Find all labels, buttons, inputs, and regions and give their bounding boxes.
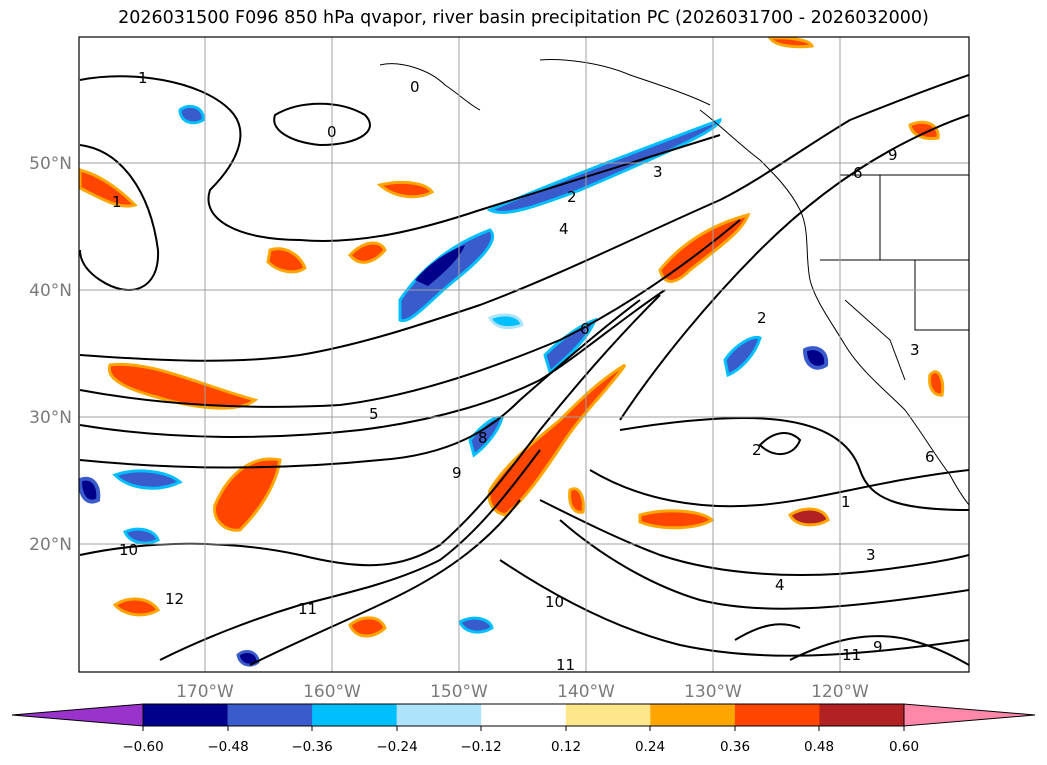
colorbar-tick-label: −0.36 (291, 739, 332, 755)
contour-label: 9 (452, 464, 462, 482)
lon-label-120w: 120°W (811, 682, 869, 702)
coastlines (379, 59, 969, 506)
lat-label-30n: 30°N (29, 408, 72, 428)
contour-label: 6 (580, 320, 590, 338)
contour-labels: 1 0 0 3 2 4 6 6 9 2 1 5 8 9 2 1 3 4 10 1… (112, 69, 935, 674)
colorbar-segment (481, 704, 567, 726)
colorbar-tick-label: 0.12 (551, 739, 581, 755)
contour-label: 11 (842, 646, 861, 664)
contour-label: 6 (853, 164, 863, 182)
graticule (79, 37, 969, 672)
contour-label: 0 (410, 78, 420, 96)
contour-label: 4 (559, 220, 569, 238)
colorbar-segment (650, 704, 736, 726)
colorbar-segment (734, 704, 820, 726)
colorbar-tick-label: 0.48 (804, 739, 834, 755)
contour-label: 0 (327, 123, 337, 141)
colorbar-tick-label: −0.12 (460, 739, 501, 755)
contour-label: 9 (888, 146, 898, 164)
colorbar-tick-label: 0.60 (889, 739, 919, 755)
colorbar-ticks (142, 726, 905, 731)
colorbar-segments (143, 704, 905, 726)
contour-label: 8 (478, 429, 488, 447)
map-content (79, 37, 969, 667)
contour-label: 2 (752, 441, 762, 459)
colorbar-tick-label: 0.24 (635, 739, 665, 755)
contour-label: 1 (112, 193, 122, 211)
colorbar-segment (143, 704, 229, 726)
map-title: 2026031500 F096 850 hPa qvapor, river ba… (118, 8, 929, 28)
lon-label-170w: 170°W (176, 682, 234, 702)
lon-label-130w: 130°W (684, 682, 742, 702)
lon-label-150w: 150°W (430, 682, 488, 702)
contour-label: 3 (910, 341, 920, 359)
lon-label-160w: 160°W (303, 682, 361, 702)
colorbar-outline (142, 703, 905, 727)
colorbar-segment (227, 704, 313, 726)
contour-label: 2 (757, 309, 767, 327)
contour-label: 3 (653, 163, 663, 181)
contour-label: 11 (298, 600, 317, 618)
contour-label: 10 (545, 593, 564, 611)
contour-label: 4 (775, 576, 785, 594)
colorbar-segment (312, 704, 398, 726)
contour-label: 11 (556, 656, 575, 674)
colorbar: −0.60 −0.48 −0.36 −0.24 −0.12 0.12 0.24 … (11, 703, 1036, 755)
colorbar-segment (396, 704, 482, 726)
contour-label: 1 (841, 493, 851, 511)
colorbar-extend-low (11, 703, 144, 727)
lat-label-50n: 50°N (29, 154, 72, 174)
qvapor-contours (79, 74, 969, 666)
colorbar-tick-label: −0.48 (207, 739, 248, 755)
contour-label: 10 (119, 541, 138, 559)
colorbar-extend-high (903, 703, 1036, 727)
lon-label-140w: 140°W (557, 682, 615, 702)
colorbar-segment (565, 704, 651, 726)
colorbar-tick-label: 0.36 (720, 739, 750, 755)
map-frame (78, 36, 970, 673)
contour-label: 3 (866, 546, 876, 564)
contour-label: 1 (138, 69, 148, 87)
colorbar-tick-label: −0.24 (376, 739, 417, 755)
colorbar-segment (819, 704, 905, 726)
colorbar-tick-label: −0.60 (122, 739, 163, 755)
contour-label: 12 (165, 590, 184, 608)
contour-label: 6 (925, 448, 935, 466)
lat-label-40n: 40°N (29, 281, 72, 301)
contour-label: 2 (567, 188, 577, 206)
lat-label-20n: 20°N (29, 535, 72, 555)
contour-label: 5 (369, 405, 379, 423)
contour-label: 9 (873, 638, 883, 656)
